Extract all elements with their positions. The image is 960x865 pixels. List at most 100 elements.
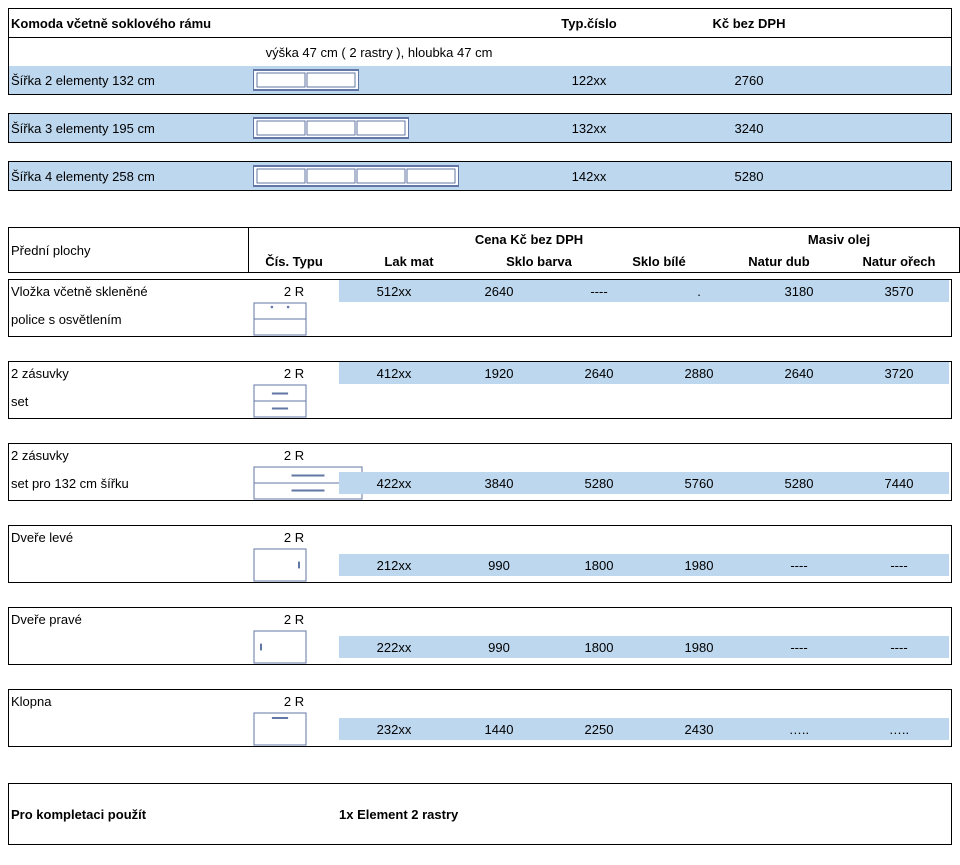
footer-label: Pro kompletaci použít xyxy=(9,807,249,822)
product-row: set xyxy=(9,384,951,418)
product-label-cell: police s osvětlením xyxy=(9,312,249,327)
product-value-cell xyxy=(249,466,339,500)
width-block-1: výška 47 cm ( 2 rastry ), hloubka 47 cm … xyxy=(8,38,952,95)
rail-3-icon xyxy=(253,117,409,139)
product-block: Vložka včetně skleněné2 R512xx2640----.3… xyxy=(8,279,952,337)
product-value-cell: 2 R xyxy=(249,448,339,463)
product-icon xyxy=(253,548,339,582)
product-value-cell xyxy=(249,630,339,664)
product-value-cell: 1920 xyxy=(449,362,549,384)
natur-orech: Natur ořech xyxy=(839,254,959,269)
cis-typu: Čís. Typu xyxy=(249,254,339,269)
product-value-cell: 2880 xyxy=(649,362,749,384)
price-header-right: Cena Kč bez DPH Masiv olej Čís. Typu Lak… xyxy=(248,227,960,273)
product-value-cell: 212xx xyxy=(339,554,449,576)
sklo-bile: Sklo bílé xyxy=(599,254,719,269)
product-label-cell: set pro 132 cm šířku xyxy=(9,476,249,491)
product-row: 212xx99018001980-------- xyxy=(9,548,951,582)
footer-value: 1x Element 2 rastry xyxy=(339,807,951,822)
title: Komoda včetně soklového rámu xyxy=(9,16,509,31)
product-block: Dveře levé2 R212xx99018001980-------- xyxy=(8,525,952,583)
kc-bez-dph-header: Kč bez DPH xyxy=(669,16,829,31)
product-value-cell: 2640 xyxy=(749,362,849,384)
rail-4-icon xyxy=(253,165,459,187)
width-row-2: Šířka 4 elementy 258 cm 142xx 5280 xyxy=(8,161,952,191)
width-row-illus-1 xyxy=(249,117,509,139)
sub-label: výška 47 cm ( 2 rastry ), hloubka 47 cm xyxy=(249,45,509,60)
product-value-cell: 222xx xyxy=(339,636,449,658)
product-value-cell: 5760 xyxy=(649,472,749,494)
product-icon xyxy=(253,302,339,336)
product-value-cell: . xyxy=(649,280,749,302)
product-value-cell: ….. xyxy=(749,718,849,740)
product-value-cell: 1980 xyxy=(649,636,749,658)
product-icon xyxy=(253,466,339,500)
product-value-cell xyxy=(249,548,339,582)
sub-label-row: výška 47 cm ( 2 rastry ), hloubka 47 cm xyxy=(9,38,951,66)
product-icon xyxy=(253,630,339,664)
price-header-row2: Čís. Typu Lak mat Sklo barva Sklo bílé N… xyxy=(249,250,959,272)
products: Vložka včetně skleněné2 R512xx2640----.3… xyxy=(8,279,952,747)
typ-cislo-header: Typ.číslo xyxy=(509,16,669,31)
product-value-cell: 2 R xyxy=(249,366,339,381)
product-block: Klopna2 R232xx144022502430…..….. xyxy=(8,689,952,747)
product-value-cell: 2430 xyxy=(649,718,749,740)
width-row-code: 132xx xyxy=(509,121,669,136)
product-row: Dveře pravé2 R xyxy=(9,608,951,630)
product-icon xyxy=(253,712,339,746)
product-value-cell: 2250 xyxy=(549,718,649,740)
width-row-label: Šířka 3 elementy 195 cm xyxy=(9,121,249,136)
product-value-cell: 422xx xyxy=(339,472,449,494)
natur-dub: Natur dub xyxy=(719,254,839,269)
width-row-price: 2760 xyxy=(669,73,829,88)
product-value-cell: 2640 xyxy=(549,362,649,384)
width-row-label: Šířka 2 elementy 132 cm xyxy=(9,73,249,88)
product-row: Klopna2 R xyxy=(9,690,951,712)
product-label-cell: Dveře pravé xyxy=(9,612,249,627)
footer-row: Pro kompletaci použít 1x Element 2 rastr… xyxy=(9,802,951,826)
product-value-cell: 2 R xyxy=(249,284,339,299)
product-value-cell: 512xx xyxy=(339,280,449,302)
product-value-cell: ---- xyxy=(749,636,849,658)
product-row: set pro 132 cm šířku422xx384052805760528… xyxy=(9,466,951,500)
sklo-barva: Sklo barva xyxy=(479,254,599,269)
product-value-cell: 5280 xyxy=(749,472,849,494)
product-value-cell: 412xx xyxy=(339,362,449,384)
product-value-cell: 232xx xyxy=(339,718,449,740)
header-row: Komoda včetně soklového rámu Typ.číslo K… xyxy=(8,8,952,38)
lak-mat: Lak mat xyxy=(339,254,479,269)
product-label-cell: 2 zásuvky xyxy=(9,366,249,381)
product-block: Dveře pravé2 R222xx99018001980-------- xyxy=(8,607,952,665)
width-row-code: 142xx xyxy=(509,169,669,184)
width-row-price: 5280 xyxy=(669,169,829,184)
predni-plochy-label: Přední plochy xyxy=(8,227,248,273)
product-row: Vložka včetně skleněné2 R512xx2640----.3… xyxy=(9,280,951,302)
product-label-cell: 2 zásuvky xyxy=(9,448,249,463)
product-value-cell xyxy=(249,302,339,336)
width-row-illus-0 xyxy=(249,69,509,91)
page: Komoda včetně soklového rámu Typ.číslo K… xyxy=(0,0,960,865)
product-value-cell: 2 R xyxy=(249,694,339,709)
product-row: 2 zásuvky2 R412xx19202640288026403720 xyxy=(9,362,951,384)
product-label-cell: Klopna xyxy=(9,694,249,709)
product-value-cell: 1440 xyxy=(449,718,549,740)
product-row: 2 zásuvky2 R xyxy=(9,444,951,466)
product-value-cell xyxy=(249,712,339,746)
product-value-cell: 5280 xyxy=(549,472,649,494)
product-value-cell: 7440 xyxy=(849,472,949,494)
product-block: 2 zásuvky2 Rset pro 132 cm šířku422xx384… xyxy=(8,443,952,501)
product-row: 222xx99018001980-------- xyxy=(9,630,951,664)
product-value-cell: 3180 xyxy=(749,280,849,302)
product-value-cell: 3720 xyxy=(849,362,949,384)
product-label-cell: Vložka včetně skleněné xyxy=(9,284,249,299)
masiv-olej: Masiv olej xyxy=(719,232,959,247)
product-value-cell: ---- xyxy=(749,554,849,576)
product-value-cell xyxy=(249,384,339,418)
product-value-cell: 990 xyxy=(449,554,549,576)
product-row: police s osvětlením xyxy=(9,302,951,336)
product-label-cell: Dveře levé xyxy=(9,530,249,545)
product-value-cell: 990 xyxy=(449,636,549,658)
product-icon xyxy=(253,384,339,418)
cena-label: Cena Kč bez DPH xyxy=(339,232,719,247)
product-value-cell: ---- xyxy=(849,636,949,658)
